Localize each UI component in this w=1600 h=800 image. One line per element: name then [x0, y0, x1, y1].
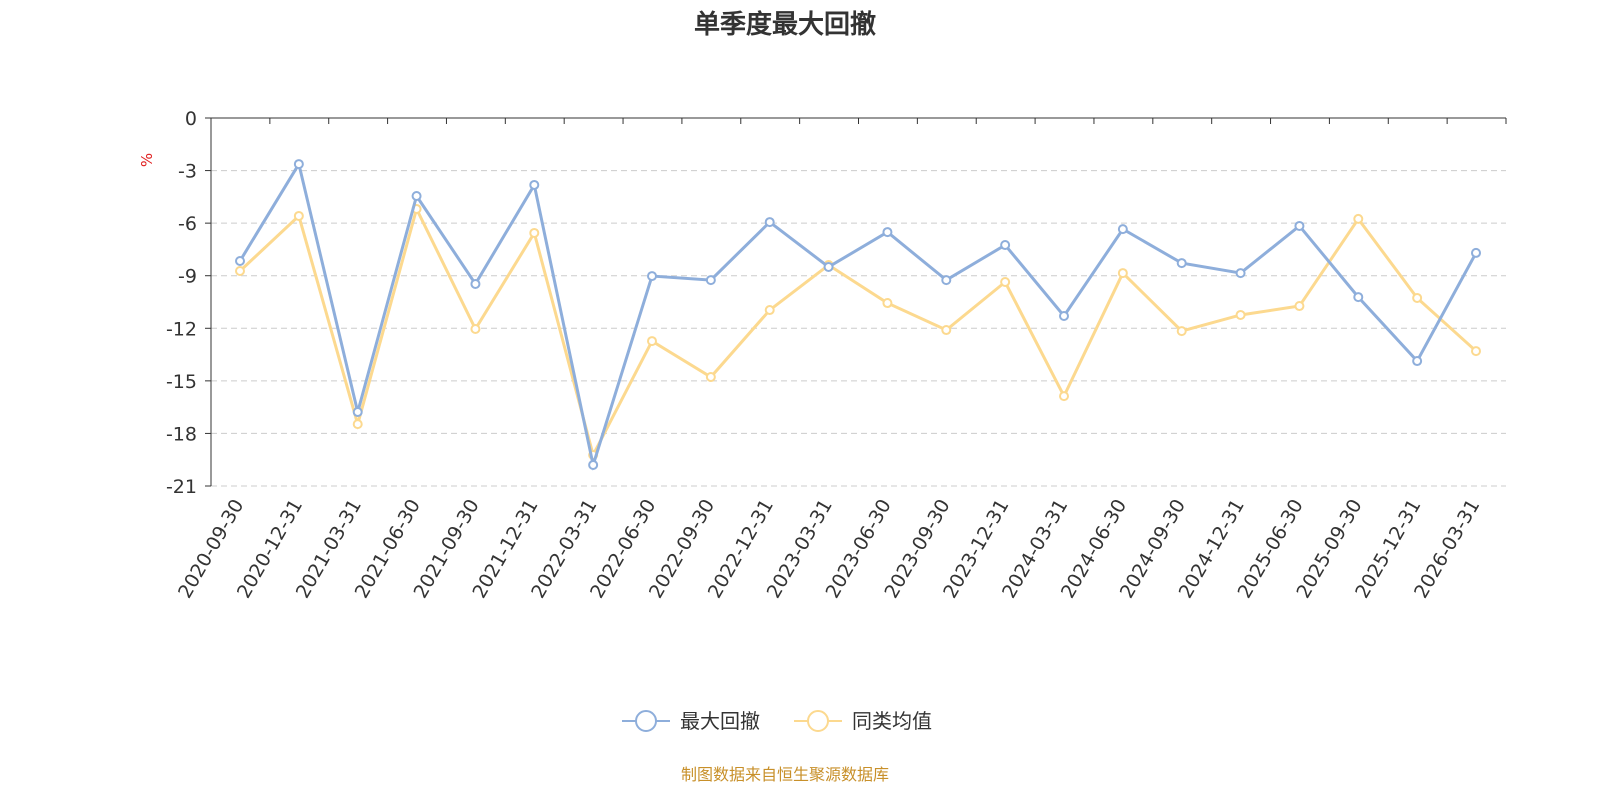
legend-circle-icon: [635, 710, 657, 732]
y-tick-label: 0: [185, 108, 197, 130]
data-source: 制图数据来自恒生聚源数据库: [681, 765, 889, 784]
y-tick-label: -18: [166, 423, 197, 445]
legend-item[interactable]: 最大回撤: [622, 709, 760, 733]
data-point[interactable]: [235, 255, 245, 266]
data-point[interactable]: [882, 227, 893, 238]
data-point[interactable]: [411, 190, 422, 201]
data-point[interactable]: [1294, 220, 1305, 231]
series-同类均值: [235, 203, 1481, 460]
data-point[interactable]: [235, 265, 245, 276]
data-point[interactable]: [352, 419, 363, 430]
data-point[interactable]: [705, 372, 716, 383]
data-point[interactable]: [1059, 391, 1069, 402]
data-point[interactable]: [470, 323, 481, 334]
data-point[interactable]: [705, 275, 716, 286]
data-point[interactable]: [1294, 301, 1305, 312]
data-point[interactable]: [352, 407, 363, 418]
data-point[interactable]: [1176, 258, 1187, 269]
y-tick-label: -6: [178, 213, 197, 235]
data-point[interactable]: [1000, 277, 1011, 288]
legend-item[interactable]: 同类均值: [794, 709, 932, 733]
data-point[interactable]: [1412, 292, 1423, 303]
data-point[interactable]: [1059, 311, 1069, 322]
data-point[interactable]: [529, 227, 540, 238]
y-axis-unit: %: [138, 153, 156, 167]
data-point[interactable]: [1235, 268, 1246, 279]
data-point[interactable]: [1117, 224, 1128, 235]
series-最大回撤: [235, 159, 1481, 471]
data-point[interactable]: [1353, 292, 1364, 303]
legend-label: 同类均值: [852, 709, 932, 733]
data-point[interactable]: [647, 271, 657, 282]
chart-title: 单季度最大回撤: [694, 9, 876, 40]
y-tick-label: -15: [166, 371, 197, 393]
series-line: [238, 160, 1478, 471]
data-point[interactable]: [470, 278, 481, 289]
data-point[interactable]: [1235, 309, 1246, 320]
data-point[interactable]: [882, 298, 893, 309]
data-point[interactable]: [647, 336, 657, 347]
legend-circle-icon: [807, 710, 829, 732]
data-point[interactable]: [529, 179, 540, 190]
data-point[interactable]: [941, 325, 952, 336]
data-point[interactable]: [1412, 356, 1423, 367]
data-point[interactable]: [1000, 240, 1011, 251]
data-point[interactable]: [1117, 268, 1128, 279]
y-tick-label: -12: [166, 318, 197, 340]
legend-label: 最大回撤: [680, 709, 760, 733]
data-point[interactable]: [1353, 213, 1364, 224]
data-point[interactable]: [588, 459, 599, 470]
y-tick-label: -21: [166, 476, 197, 498]
data-point[interactable]: [941, 275, 952, 286]
data-point[interactable]: [1471, 247, 1481, 258]
data-point[interactable]: [764, 305, 775, 316]
data-point[interactable]: [293, 159, 304, 170]
y-tick-label: -9: [178, 266, 197, 288]
data-point[interactable]: [1176, 326, 1187, 337]
series-line: [238, 204, 1478, 460]
y-tick-label: -3: [178, 161, 197, 183]
data-point[interactable]: [764, 217, 775, 228]
data-point[interactable]: [1471, 346, 1481, 357]
data-point[interactable]: [823, 261, 834, 272]
data-point[interactable]: [293, 210, 304, 221]
